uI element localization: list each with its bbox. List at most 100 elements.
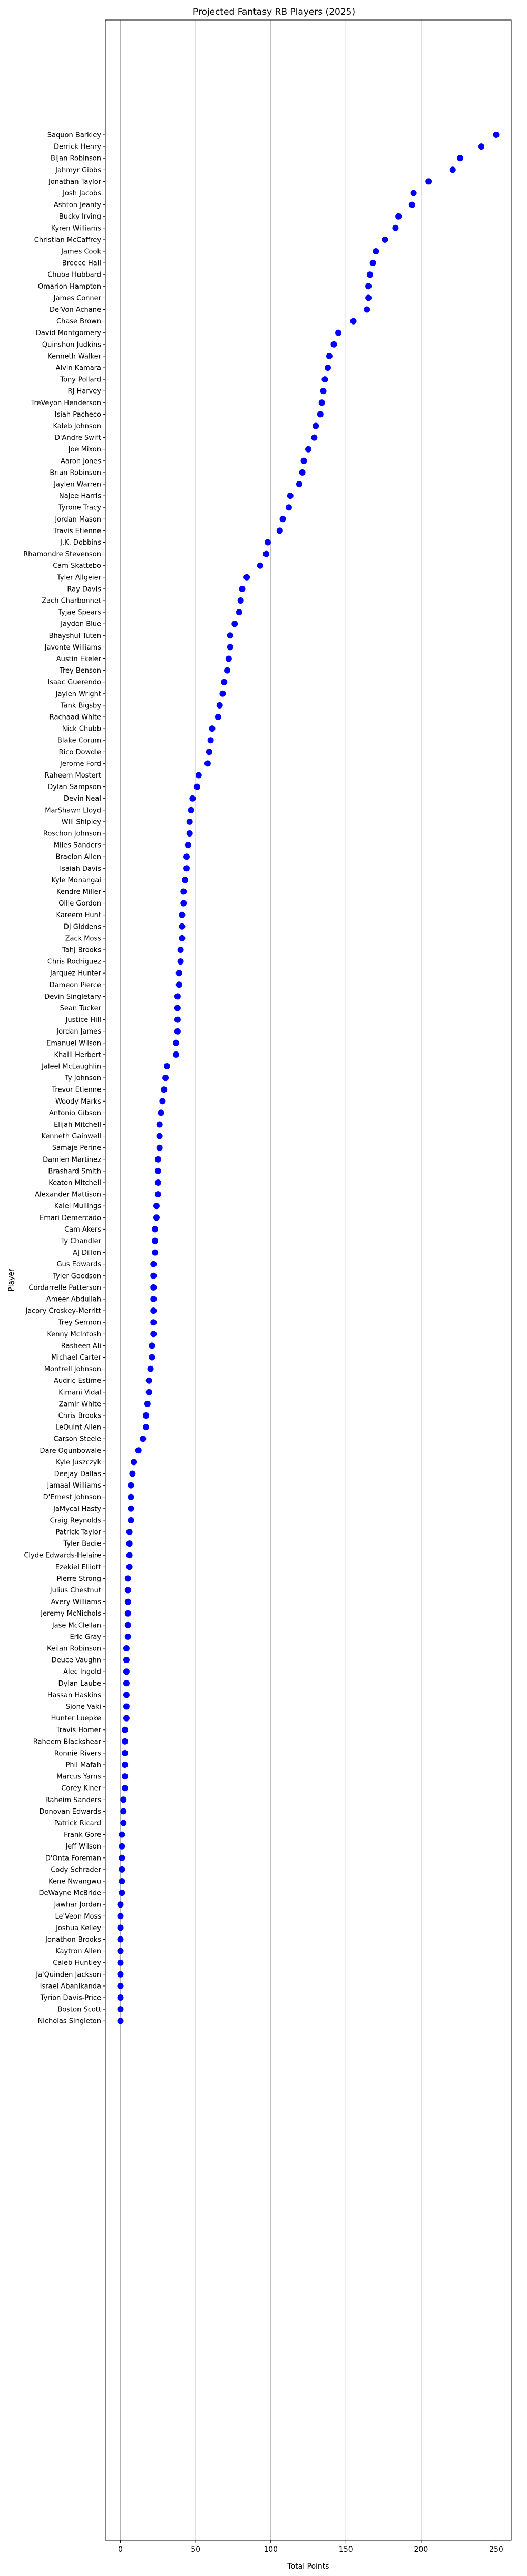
y-tick-label: Gus Edwards	[57, 1261, 102, 1269]
y-tick-label: Cordarrelle Patterson	[28, 1284, 101, 1292]
data-point	[150, 1319, 157, 1326]
y-tick-label: Eric Gray	[70, 1633, 101, 1641]
y-tick-label: Tyler Goodson	[52, 1272, 101, 1280]
data-point	[186, 818, 193, 825]
data-point	[117, 2018, 124, 2024]
data-point	[119, 1890, 125, 1896]
y-tick-label: Dameon Pierce	[50, 981, 101, 989]
y-tick-label: Cam Akers	[64, 1226, 101, 1234]
y-tick-label: Kalel Mullings	[54, 1203, 101, 1211]
data-point	[156, 1144, 163, 1151]
y-tick-label: Hunter Luepke	[51, 1715, 101, 1723]
y-tick-label: Raheem Blackshear	[33, 1738, 102, 1746]
y-tick-label: Kyle Monangai	[52, 877, 101, 884]
y-tick-label: Tahj Brooks	[62, 947, 101, 955]
y-tick-label: Sione Vaki	[66, 1703, 101, 1711]
data-point	[265, 539, 271, 546]
y-tick-label: Isaac Guerendo	[47, 679, 101, 686]
data-point	[177, 947, 184, 953]
y-tick-label: MarShawn Lloyd	[45, 807, 101, 814]
data-point	[143, 1412, 149, 1419]
y-tick-label: Nicholas Singleton	[38, 2018, 101, 2026]
data-point	[179, 923, 186, 930]
data-point	[150, 1284, 157, 1291]
gridlines	[120, 20, 496, 2540]
y-tick-label: Bucky Irving	[59, 213, 101, 221]
data-point	[152, 1249, 159, 1256]
data-point	[152, 1237, 159, 1244]
y-tick-label: AJ Dillon	[73, 1249, 101, 1257]
data-point	[175, 981, 182, 988]
y-tick-label: Kene Nwangwu	[48, 1878, 101, 1886]
y-tick-label: Alvin Kamara	[56, 365, 101, 372]
data-point	[119, 1854, 125, 1861]
data-point	[119, 1843, 125, 1850]
data-point	[299, 469, 306, 476]
data-point	[326, 352, 333, 359]
data-point	[364, 306, 370, 313]
y-tick-label: Will Shipley	[62, 818, 102, 826]
y-tick-label: Craig Reynolds	[50, 1517, 102, 1525]
y-tick-label: Kenneth Walker	[47, 352, 101, 360]
data-point	[117, 1959, 124, 1966]
data-point	[124, 1587, 131, 1594]
y-tick-label: Aaron Jones	[61, 457, 101, 465]
y-tick-label: Brashard Smith	[48, 1167, 101, 1175]
data-point	[126, 1529, 133, 1535]
y-tick-label: Alec Ingold	[63, 1668, 101, 1676]
data-point	[173, 1051, 180, 1058]
data-points	[117, 132, 500, 2024]
data-point	[117, 1948, 124, 1954]
data-point	[493, 132, 500, 138]
data-point	[236, 609, 242, 616]
y-tick-label: Ashton Jeanty	[54, 201, 101, 209]
y-tick-label: Jordan Mason	[54, 516, 101, 524]
data-point	[183, 853, 190, 860]
data-point	[119, 1866, 125, 1873]
y-tick-label: Rasheen Ali	[61, 1342, 101, 1350]
data-point	[373, 248, 379, 254]
y-tick-label: Chuba Hubbard	[47, 271, 101, 279]
data-point	[219, 690, 226, 697]
y-tick-label: Kaleb Johnson	[53, 422, 102, 430]
data-point	[145, 1389, 152, 1395]
y-tick-label: Joshua Kelley	[55, 1924, 101, 1932]
y-tick-label: TreVeyon Henderson	[30, 399, 101, 407]
data-point	[147, 1365, 154, 1372]
data-point	[144, 1400, 151, 1407]
y-tick-label: Israel Abanikanda	[40, 1982, 101, 1990]
y-tick-label: Najee Harris	[59, 493, 101, 500]
data-point	[174, 1028, 181, 1035]
y-tick-label: Jaylen Wright	[55, 690, 101, 698]
y-tick-label: Michael Carter	[51, 1354, 101, 1362]
data-point	[124, 1598, 131, 1605]
data-point	[128, 1517, 134, 1523]
y-tick-label: Kendre Miller	[56, 888, 102, 896]
y-tick-label: Jawhar Jordan	[54, 1901, 101, 1909]
data-point	[119, 1878, 125, 1884]
y-tick-label: Devin Neal	[64, 795, 101, 803]
y-tick-label: Quinshon Judkins	[42, 341, 101, 349]
y-tick-label: Antonio Gibson	[49, 1109, 101, 1117]
y-tick-label: Ronnie Rivers	[54, 1749, 101, 1757]
data-point	[193, 783, 200, 790]
y-tick-label: Kyren Williams	[51, 224, 101, 232]
data-point	[204, 760, 211, 767]
data-point	[330, 341, 337, 348]
data-point	[154, 1167, 161, 1174]
y-tick-label: James Conner	[53, 294, 102, 302]
y-tick-label: D'Onta Foreman	[45, 1854, 101, 1862]
data-point	[237, 597, 244, 604]
data-point	[207, 737, 214, 744]
data-point	[152, 1226, 159, 1233]
data-point	[313, 422, 319, 429]
y-tick-label: Audric Estime	[54, 1377, 101, 1385]
data-point	[175, 970, 182, 977]
y-tick-label: Elijah Mitchell	[54, 1121, 101, 1129]
data-point	[150, 1261, 157, 1267]
data-point	[186, 830, 193, 837]
data-point	[117, 1913, 124, 1920]
y-tick-label: Bijan Robinson	[51, 155, 101, 163]
data-point	[122, 1773, 129, 1780]
